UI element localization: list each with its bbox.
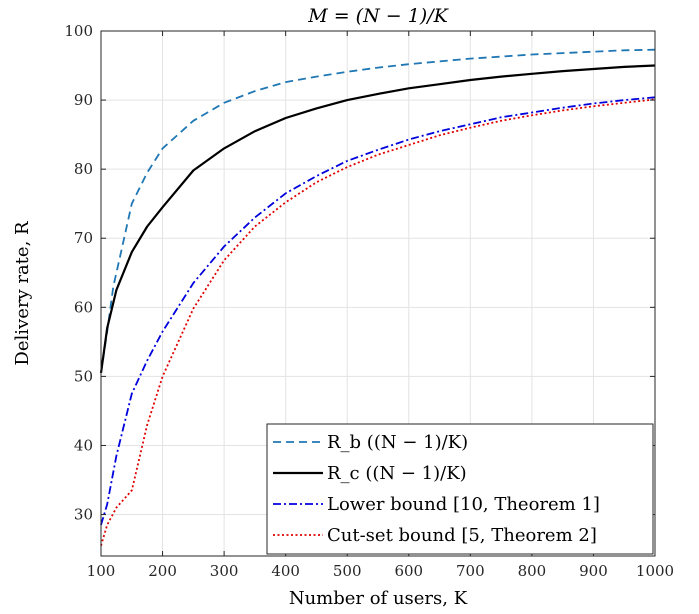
x-tick-label: 600 xyxy=(394,562,423,580)
x-tick-label: 1000 xyxy=(636,562,674,580)
chart-title: M = (N − 1)/K xyxy=(307,5,449,27)
y-tick-label: 30 xyxy=(74,506,93,524)
legend-label-2: R_c ((N − 1)/K) xyxy=(327,463,467,484)
y-tick-label: 80 xyxy=(74,160,93,178)
y-tick-label: 90 xyxy=(74,91,93,109)
legend-box xyxy=(266,423,654,555)
x-tick-label: 800 xyxy=(518,562,547,580)
y-tick-label: 60 xyxy=(74,298,93,316)
x-tick-label: 200 xyxy=(148,562,177,580)
x-tick-label: 100 xyxy=(87,562,116,580)
series-line-3 xyxy=(100,96,656,526)
y-tick-label: 100 xyxy=(64,22,93,40)
x-tick-label: 400 xyxy=(271,562,300,580)
x-tick-label: 700 xyxy=(456,562,485,580)
x-tick-label: 500 xyxy=(333,562,362,580)
axis-ticks: 100 200 300 400 500 600 700 800 900 1000 30 40 50 60 7… xyxy=(64,22,674,580)
legend-label-1: R_b ((N − 1)/K) xyxy=(327,432,468,453)
y-tick-label: 70 xyxy=(74,229,93,247)
series-lines xyxy=(99,48,656,546)
series-line-2 xyxy=(99,64,656,374)
plot-frame xyxy=(100,30,656,557)
y-axis-label: Delivery rate, R xyxy=(12,221,33,366)
y-tick-label: 40 xyxy=(74,436,93,454)
x-tick-label: 900 xyxy=(579,562,608,580)
y-tick-label: 50 xyxy=(74,367,93,385)
series-line-1 xyxy=(100,48,656,374)
x-axis-label: Number of users, K xyxy=(289,588,468,609)
legend-label-3: Lower bound [10, Theorem 1] xyxy=(327,494,600,515)
legend: R_b ((N − 1)/K) R_c ((N − 1)/K) Lower boun… xyxy=(266,423,654,555)
x-tick-label: 300 xyxy=(210,562,239,580)
legend-label-4: Cut-set bound [5, Theorem 2] xyxy=(327,525,597,546)
